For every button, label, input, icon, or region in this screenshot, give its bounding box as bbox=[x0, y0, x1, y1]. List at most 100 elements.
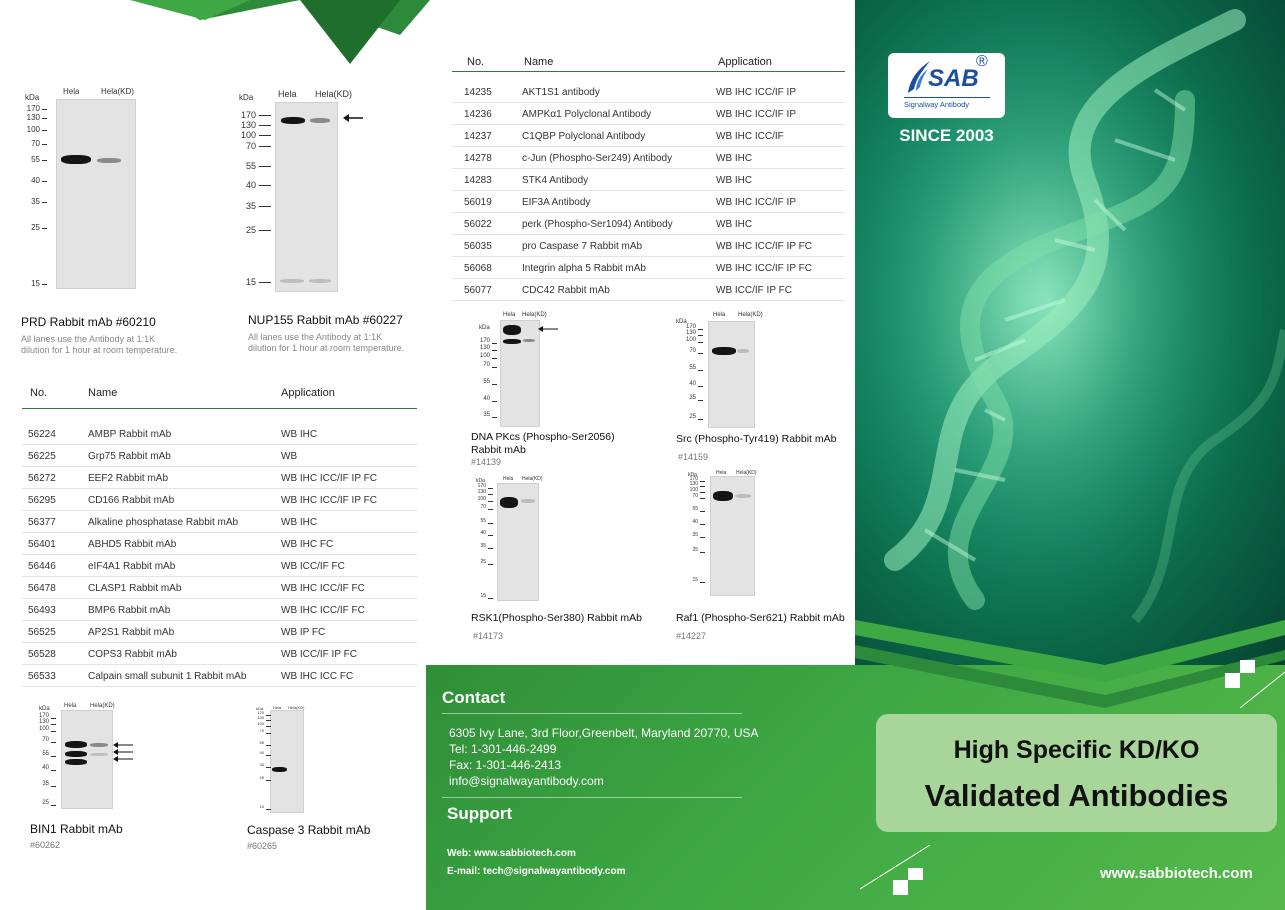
top-deco bbox=[0, 0, 430, 64]
mw-marker: 25 bbox=[232, 225, 271, 235]
website-link[interactable]: www.sabbiotech.com bbox=[1100, 865, 1253, 882]
mw-marker: 130 bbox=[240, 715, 271, 721]
mw-marker: 55 bbox=[232, 161, 271, 171]
blot-rsk1: Hela Hela(KD) kDa 170 130 100 70 55 40 3… bbox=[470, 476, 570, 604]
mw-marker: 25 bbox=[674, 547, 705, 553]
application-cell: WB IHC ICC/IF IP FC bbox=[281, 495, 377, 506]
contact-email-link[interactable]: info@signalwayantibody.com bbox=[449, 774, 604, 788]
catalog-number-cell: 56493 bbox=[28, 605, 56, 616]
mw-marker: 35 bbox=[462, 543, 493, 549]
table-row: 56022 perk (Phospho-Ser1094) Antibody WB I… bbox=[452, 213, 845, 235]
band bbox=[280, 279, 304, 283]
table-row: 56525 AP2S1 Rabbit mAb WB IP FC bbox=[22, 621, 417, 643]
catalog-number: #14173 bbox=[473, 631, 504, 641]
application-cell: WB IHC bbox=[716, 153, 753, 164]
blot-title: BIN1 Rabbit mAb bbox=[30, 822, 123, 836]
blot-bin1: Hela Hela(KD) kDa 170 130 100 70 55 40 3… bbox=[30, 703, 150, 811]
band bbox=[65, 751, 87, 757]
badge-line-2: Validated Antibodies bbox=[924, 778, 1229, 813]
blot-title: Caspase 3 Rabbit mAb bbox=[247, 823, 371, 837]
blot-image bbox=[56, 99, 136, 289]
mw-marker: 40 bbox=[240, 750, 271, 756]
lane-hela: Hela bbox=[713, 312, 726, 318]
mw-marker: 100 bbox=[240, 721, 271, 727]
catalog-number-cell: 56022 bbox=[464, 219, 492, 230]
name-cell: pro Caspase 7 Rabbit mAb bbox=[522, 241, 643, 252]
square-pattern-icon bbox=[1225, 660, 1255, 688]
band bbox=[65, 741, 87, 748]
mw-marker: 70 bbox=[674, 493, 705, 499]
contact-fax: Fax: 1-301-446-2413 bbox=[449, 758, 562, 772]
lane-hela: Hela bbox=[63, 87, 80, 96]
application-cell: WB IHC ICC/IF IP FC bbox=[716, 263, 812, 274]
blot-prd: Hela Hela(KD) kDa 170 130 100 70 55 40 3… bbox=[20, 85, 210, 365]
table-row: 56224 AMBP Rabbit mAb WB IHC bbox=[22, 423, 417, 445]
mw-marker: 35 bbox=[674, 532, 705, 538]
col-header-no: No. bbox=[30, 387, 48, 399]
mw-marker: 130 bbox=[16, 113, 47, 122]
band bbox=[735, 494, 751, 498]
application-cell: WB IHC ICC/IF IP bbox=[716, 197, 796, 208]
application-cell: WB ICC/IF FC bbox=[281, 561, 345, 572]
blot-note: All lanes use the Antibody at 1:1K dilut… bbox=[248, 332, 405, 353]
arrow-left-icon bbox=[113, 756, 133, 762]
blot-title: Raf1 (Phospho-Ser621) Rabbit mAb bbox=[676, 612, 845, 624]
lane-hela: Hela bbox=[278, 89, 297, 99]
name-cell: EIF3A Antibody bbox=[522, 197, 591, 208]
mw-marker: 100 bbox=[672, 337, 703, 343]
table-row: 56377 Alkaline phosphatase Rabbit mAb WB I… bbox=[22, 511, 417, 533]
registered-mark: ® bbox=[976, 53, 988, 70]
support-web-link[interactable]: Web: www.sabbiotech.com bbox=[447, 848, 576, 859]
catalog-number-cell: 56377 bbox=[28, 517, 56, 528]
mw-marker: 70 bbox=[462, 504, 493, 510]
mw-marker: 130 bbox=[672, 330, 703, 336]
col-header-name: Name bbox=[88, 387, 118, 399]
lane-hela-kd: Hela(KD) bbox=[288, 705, 305, 710]
mw-marker: 55 bbox=[16, 155, 47, 164]
square-pattern-icon bbox=[893, 868, 923, 895]
name-cell: Grp75 Rabbit mAb bbox=[88, 451, 171, 462]
mw-marker: 100 bbox=[674, 487, 705, 493]
catalog-number-cell: 56272 bbox=[28, 473, 56, 484]
kda-label: kDa bbox=[688, 472, 697, 478]
arrow-left-icon bbox=[113, 749, 133, 755]
logo-subtitle: Signalway Antibody bbox=[904, 100, 970, 109]
mw-marker: 55 bbox=[25, 751, 56, 757]
arrow-left-icon bbox=[343, 114, 363, 122]
name-cell: Integrin alpha 5 Rabbit mAb bbox=[522, 263, 646, 274]
mw-marker: 130 bbox=[232, 120, 271, 130]
mw-marker: 170 bbox=[462, 483, 493, 489]
catalog-number-cell: 56035 bbox=[464, 241, 492, 252]
mw-marker: 170 bbox=[232, 110, 271, 120]
blot-title: RSK1(Phospho-Ser380) Rabbit mAb bbox=[471, 612, 643, 624]
mw-marker: 130 bbox=[462, 489, 493, 495]
header-rule bbox=[452, 71, 845, 72]
application-cell: WB ICC/IF IP FC bbox=[281, 649, 357, 660]
band bbox=[521, 499, 535, 503]
table-row: 14236 AMPKα1 Polyclonal Antibody WB IHC IC… bbox=[452, 103, 845, 125]
badge-line-1: High Specific KD/KO bbox=[953, 736, 1200, 764]
kda-label: kDa bbox=[256, 706, 264, 711]
application-cell: WB IP FC bbox=[281, 627, 326, 638]
lane-hela: Hela bbox=[503, 312, 516, 318]
sab-logo: SAB ® Signalway Antibody bbox=[888, 53, 1005, 118]
mw-marker: 100 bbox=[25, 726, 56, 732]
application-cell: WB IHC ICC/IF IP bbox=[716, 109, 796, 120]
mw-marker: 100 bbox=[462, 496, 493, 502]
catalog-number: #60265 bbox=[247, 841, 278, 851]
table-row: 14278 c-Jun (Phospho-Ser249) Antibody WB I… bbox=[452, 147, 845, 169]
support-email-link[interactable]: E-mail: tech@signalwayantibody.com bbox=[447, 866, 626, 877]
mw-marker: 25 bbox=[672, 414, 703, 420]
table-row: 56077 CDC42 Rabbit mAb WB ICC/IF IP FC bbox=[452, 279, 845, 301]
application-cell: WB IHC ICC/IF IP bbox=[716, 87, 796, 98]
lane-hela-kd: Hela(KD) bbox=[315, 89, 353, 99]
mw-marker: 170 bbox=[16, 104, 47, 113]
mw-marker: 100 bbox=[16, 125, 47, 134]
catalog-number-cell: 56295 bbox=[28, 495, 56, 506]
catalog-number-cell: 56068 bbox=[464, 263, 492, 274]
mw-marker: 70 bbox=[232, 141, 271, 151]
mw-marker: 55 bbox=[462, 518, 493, 524]
lane-hela-kd: Hela(KD) bbox=[522, 312, 547, 318]
col-header-no: No. bbox=[467, 56, 485, 68]
name-cell: Alkaline phosphatase Rabbit mAb bbox=[88, 517, 239, 528]
